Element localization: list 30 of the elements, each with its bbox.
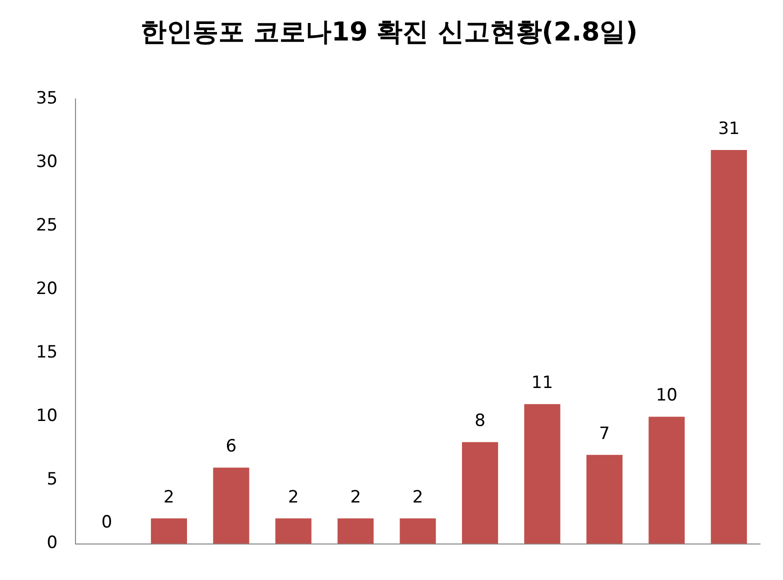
bar (400, 518, 436, 544)
bar (586, 454, 623, 544)
bar (462, 442, 498, 544)
y-tick-label: 25 (36, 216, 58, 236)
bar (213, 468, 250, 544)
bar (338, 518, 374, 544)
bar (648, 416, 685, 544)
bar (710, 150, 747, 544)
bar (524, 404, 560, 544)
data-label: 6 (226, 436, 237, 457)
y-tick-label: 30 (36, 152, 58, 172)
data-label: 10 (656, 386, 678, 406)
data-label: 11 (531, 372, 554, 393)
y-tick-label: 35 (36, 88, 58, 109)
bar (275, 518, 312, 544)
data-label: 2 (350, 487, 362, 508)
data-label: 2 (164, 487, 174, 508)
bar (150, 518, 187, 544)
data-label: 2 (412, 487, 424, 508)
y-tick-label: 0 (46, 533, 58, 554)
data-label: 2 (288, 487, 299, 508)
y-tick-label: 10 (36, 406, 58, 426)
chart-title: 한인동포 코로나19 확진 신고현황(2.8일) (140, 17, 638, 48)
data-label: 31 (718, 118, 740, 139)
data-label: 7 (599, 424, 610, 444)
y-tick-label: 5 (46, 470, 58, 490)
y-tick-label: 15 (36, 342, 58, 363)
data-label: 0 (101, 512, 112, 533)
y-tick-label: 20 (36, 279, 58, 300)
data-label: 8 (474, 411, 486, 432)
